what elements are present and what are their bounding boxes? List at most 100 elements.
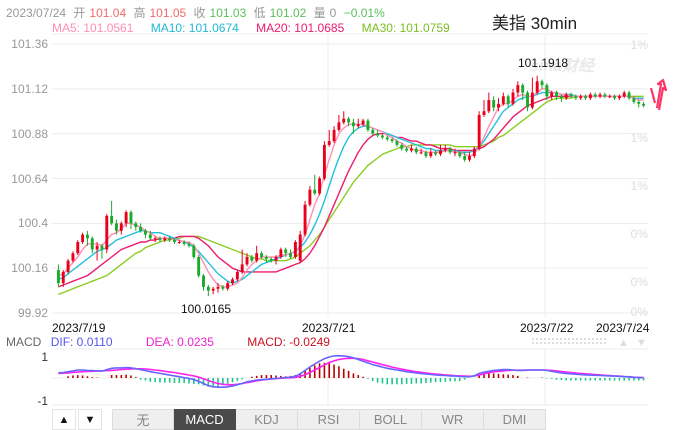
scroll-indicator[interactable] — [532, 338, 606, 344]
trend-arrow-icon — [649, 78, 668, 111]
price-tick-label: 100.64 — [11, 171, 48, 186]
candle-body — [177, 242, 181, 244]
tab-boll[interactable]: BOLL — [360, 409, 422, 430]
ma-legend: MA5: 101.0561 MA10: 101.0674 MA20: 101.0… — [52, 21, 464, 35]
candle-body — [100, 245, 104, 250]
close-value: 101.03 — [209, 6, 247, 20]
candle-body — [356, 124, 360, 127]
high-value: 101.05 — [149, 6, 187, 20]
candle-body — [453, 152, 457, 154]
candle-body — [361, 120, 365, 125]
candle-body — [395, 141, 399, 145]
candle-body — [250, 256, 254, 261]
change-value: −0.01% — [343, 6, 385, 20]
price-tick-label: 100.16 — [11, 261, 48, 276]
candle-body — [380, 135, 384, 138]
time-tick-label: 2023/7/24 — [596, 321, 650, 335]
ma5-line — [58, 88, 644, 288]
candle-body — [593, 94, 597, 97]
candle-body — [153, 238, 157, 240]
candle-body — [622, 92, 626, 97]
date-value: 2023/07/24 — [6, 6, 67, 20]
candle-body — [472, 148, 476, 157]
candle-body — [197, 256, 201, 276]
candle-body — [76, 242, 80, 254]
candle-body — [255, 253, 259, 261]
candle-body — [260, 253, 263, 257]
candle-body — [71, 253, 75, 261]
candle-body — [405, 148, 409, 151]
time-tick-label: 2023/7/22 — [520, 321, 574, 335]
candle-body — [90, 238, 94, 250]
candle-body — [279, 249, 283, 257]
tab-kdj[interactable]: KDJ — [236, 409, 298, 430]
candle-body — [385, 137, 389, 140]
candle-body — [598, 94, 602, 97]
candle-body — [81, 234, 85, 243]
candle-body — [376, 133, 380, 136]
candle-body — [318, 178, 322, 194]
nav-prev-icon[interactable]: ▲ — [618, 337, 629, 349]
candle-body — [410, 148, 413, 151]
ma10-legend: MA10: 101.0674 — [150, 21, 239, 35]
candle-body — [342, 118, 346, 123]
macd-axis-bottom: -1 — [37, 394, 48, 408]
candle-body — [347, 118, 351, 123]
ma30-line — [58, 95, 644, 295]
volume-label: 量 — [313, 6, 326, 20]
candle-body — [632, 98, 636, 102]
candle-body — [613, 96, 617, 99]
candle-body — [569, 94, 573, 97]
up-arrow-icon: ▲ — [58, 413, 70, 426]
candle-body — [588, 94, 592, 99]
ma20-legend: MA20: 101.0685 — [256, 21, 345, 35]
candle-body — [564, 94, 568, 99]
high-label: 高 — [133, 6, 146, 20]
candle-body — [303, 204, 307, 235]
ma20-line — [58, 95, 644, 288]
candle-body — [516, 85, 520, 93]
candle-body — [530, 92, 534, 108]
scroll-up-button[interactable]: ▲ — [52, 409, 76, 430]
tab-none[interactable]: 无 — [112, 409, 174, 430]
tab-dmi[interactable]: DMI — [484, 409, 546, 430]
price-tick-label: 99.92 — [17, 306, 48, 320]
candle-body — [216, 286, 220, 289]
dif-legend: DIF: 0.0110 — [50, 335, 113, 349]
candle-body — [264, 256, 268, 259]
percent-tick-label: 0% — [630, 227, 648, 241]
candle-body — [105, 215, 109, 250]
min-price-annotation: 100.0165 — [181, 302, 232, 316]
candle-body — [477, 114, 481, 149]
scroll-down-button[interactable]: ▼ — [78, 409, 102, 430]
low-label: 低 — [253, 6, 266, 20]
candle-body — [332, 129, 336, 142]
candle-body — [545, 85, 549, 97]
spacer — [104, 409, 112, 430]
candle-body — [221, 286, 225, 289]
tab-wr[interactable]: WR — [422, 409, 484, 430]
candle-body — [414, 148, 418, 153]
tab-macd[interactable]: MACD — [174, 409, 236, 430]
candle-body — [56, 270, 60, 284]
candle-body — [327, 141, 331, 145]
macd-indicator-name: MACD — [6, 335, 42, 349]
nav-next-icon[interactable]: ▼ — [636, 337, 647, 349]
candle-body — [173, 240, 176, 243]
candle-body — [85, 234, 89, 239]
candle-body — [240, 264, 244, 272]
time-tick-label: 2023/7/19 — [52, 321, 106, 335]
candle-body — [603, 94, 607, 97]
candle-body — [66, 260, 70, 272]
candle-body — [627, 92, 631, 99]
tab-rsi[interactable]: RSI — [298, 409, 360, 430]
chart-title: 美指 30min — [492, 14, 578, 33]
candle-body — [182, 242, 186, 244]
candle-body — [168, 238, 172, 241]
candle-body — [115, 223, 118, 231]
candle-body — [550, 92, 554, 97]
candle-body — [110, 215, 114, 224]
candle-body — [443, 148, 447, 151]
ma10-line — [58, 91, 644, 284]
